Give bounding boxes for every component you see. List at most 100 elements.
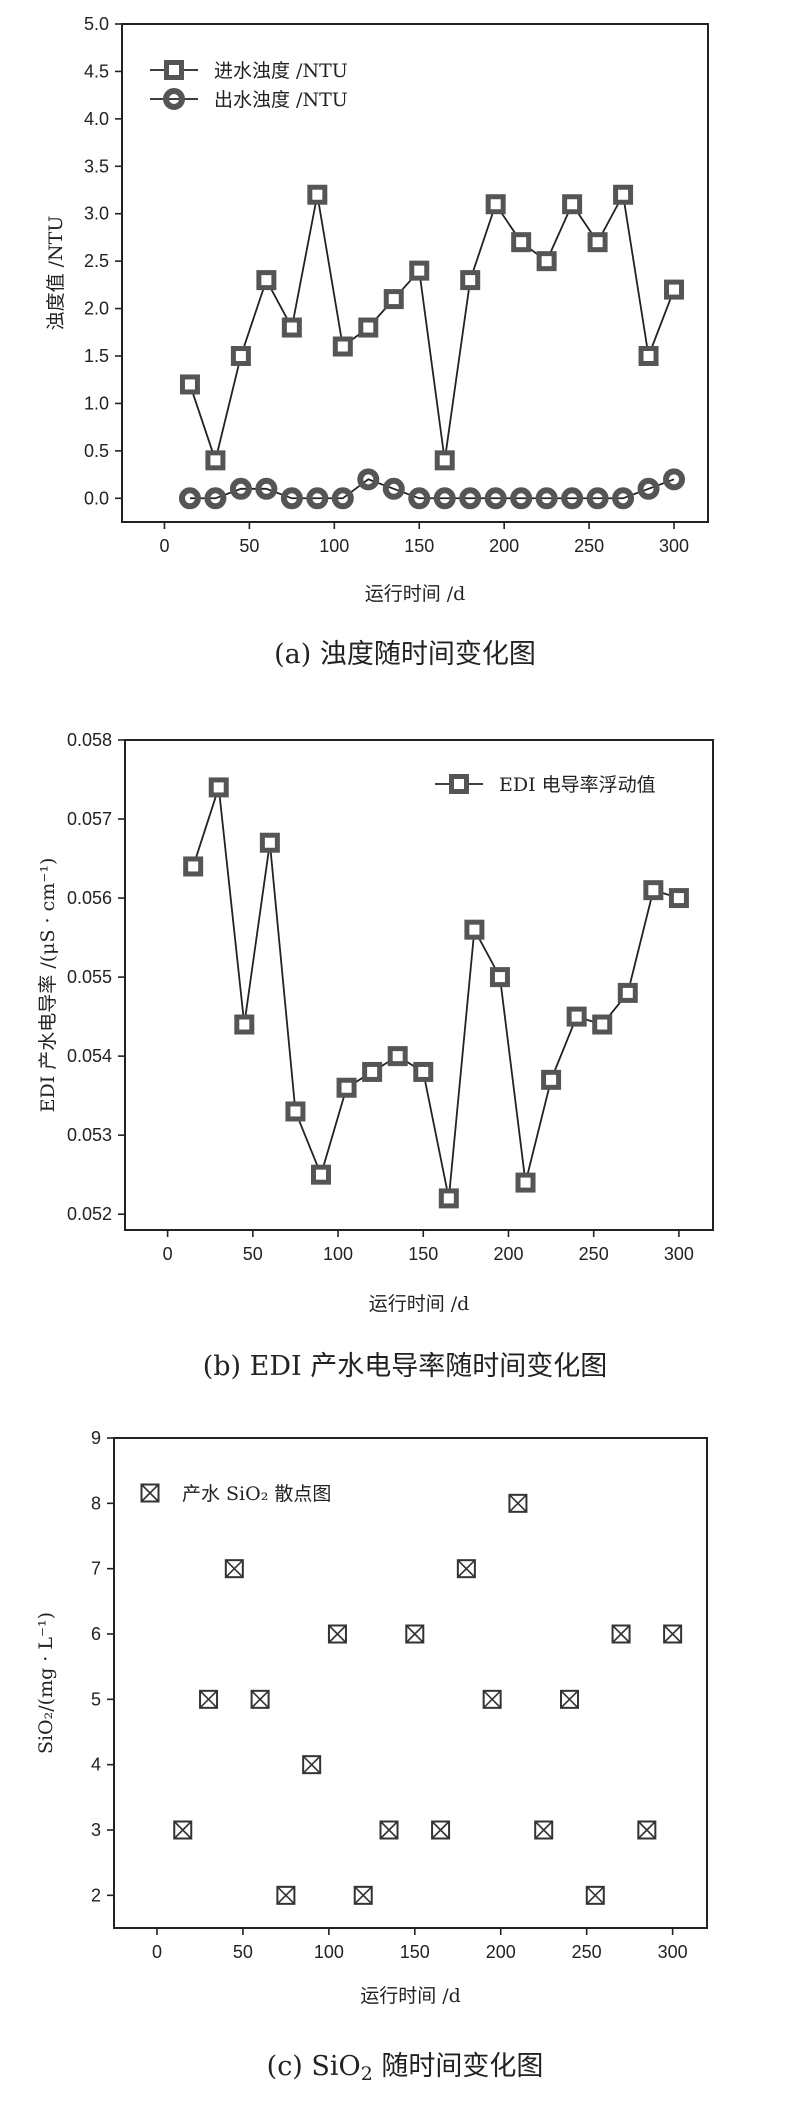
series-0-point-13 [515,1172,536,1193]
series-0-point-11 [464,919,485,940]
x-tick-label-6: 300 [664,1244,694,1264]
series-0-point-10 [438,1188,459,1209]
series-0-point-6 [332,336,353,357]
series-0-point-8 [387,1046,408,1067]
series-0-point-18 [637,1820,657,1840]
series-0-point-10 [431,1820,451,1840]
series-0-point-8 [383,289,404,310]
series-1-point-10 [433,487,456,510]
series-0-point-14 [534,1820,554,1840]
series-1-point-1 [204,487,227,510]
sio2-chart-caption: (c) SiO2 随时间变化图 [266,2051,544,2085]
y-tick-label-6: 8 [91,1493,101,1513]
y-tick-label-0: 0.052 [67,1204,112,1224]
x-axis-label: 运行时间 /d [360,1985,461,2007]
y-tick-label-4: 6 [91,1624,101,1644]
series-0-point-6 [327,1624,347,1644]
series-line-1 [189,478,675,500]
series-1-point-8 [382,477,405,500]
series-0-point-7 [358,317,379,338]
series-1-point-6 [331,487,354,510]
legend-entry-1: 出水浊度 /NTU [150,88,348,111]
x-tick-label-1: 50 [233,1942,253,1962]
y-tick-label-10: 5.0 [84,14,109,34]
series-0-point-1 [199,1689,219,1709]
y-tick-label-4: 0.056 [67,888,112,908]
series-0-point-10 [434,450,455,471]
x-tick-label-4: 200 [489,536,519,556]
y-tick-label-1: 0.053 [67,1125,112,1145]
series-0-point-14 [536,251,557,272]
series-1-point-11 [459,487,482,510]
series-1-point-4 [280,487,303,510]
series-0-point-14 [541,1069,562,1090]
series-0-point-7 [362,1061,383,1082]
series-0-point-19 [668,888,689,909]
y-axis-label: EDI 产水电导率 /(μS · cm⁻¹) [37,858,59,1113]
y-axis-label: 浊度值 /NTU [45,216,67,331]
series-1-point-0 [178,487,201,510]
series-0-point-1 [205,450,226,471]
x-tick-label-3: 150 [408,1244,438,1264]
series-0-point-4 [276,1885,296,1905]
series-0-point-9 [405,1624,425,1644]
series-0-point-13 [508,1493,528,1513]
series-0-point-3 [250,1689,270,1709]
series-1-point-13 [510,487,533,510]
y-tick-label-1: 0.5 [84,441,109,461]
series-0-point-18 [638,346,659,366]
series-0-point-5 [307,184,328,205]
y-tick-label-5: 2.5 [84,251,109,271]
edi-conductivity-chart-caption: (b) EDI 产水电导率随时间变化图 [202,1351,608,1382]
series-0-point-3 [259,832,280,853]
series-0-point-15 [566,1006,587,1027]
x-tick-label-4: 200 [493,1244,523,1264]
series-0-point-15 [562,194,583,215]
x-tick-label-2: 100 [319,536,349,556]
plot-frame [124,739,714,1231]
series-1-point-9 [408,487,431,510]
series-0-point-13 [511,232,532,253]
y-tick-label-0: 0.0 [84,488,109,508]
series-0-point-0 [179,374,200,395]
x-axis-label: 运行时间 /d [369,1293,470,1315]
y-tick-label-1: 3 [91,1820,101,1840]
y-tick-label-8: 4.0 [84,109,109,129]
legend-entry-0: 进水浊度 /NTU [150,60,348,82]
x-tick-label-1: 50 [243,1244,263,1264]
y-tick-label-2: 4 [91,1755,101,1775]
series-0-point-5 [302,1755,322,1775]
x-tick-label-2: 100 [323,1244,353,1264]
series-0-point-11 [460,270,481,291]
series-0-point-19 [664,279,685,300]
y-tick-label-6: 3.0 [84,204,109,224]
x-axis-label: 运行时间 /d [365,583,466,605]
x-tick-label-5: 250 [574,536,604,556]
x-tick-label-0: 0 [152,1942,162,1962]
series-0-point-19 [663,1624,683,1644]
y-tick-label-3: 0.055 [67,967,112,987]
legend-label-0: EDI 电导率浮动值 [499,774,656,796]
series-0-point-2 [234,1014,255,1035]
x-tick-label-4: 200 [486,1942,516,1962]
y-tick-label-4: 2.0 [84,299,109,319]
y-tick-label-2: 1.0 [84,393,109,413]
series-1-point-16 [586,487,609,510]
series-0-point-18 [643,880,664,901]
plot-frame [121,23,709,523]
legend-label-1: 出水浊度 /NTU [214,89,348,111]
y-tick-label-0: 2 [91,1885,101,1905]
legend-0-point-0 [164,60,184,80]
x-tick-label-6: 300 [658,1942,688,1962]
legend-label-0: 产水 SiO₂ 散点图 [182,1483,331,1505]
series-1-point-5 [306,487,329,510]
series-0-point-11 [456,1559,476,1579]
x-tick-label-5: 250 [579,1244,609,1264]
legend-entry-0: EDI 电导率浮动值 [435,774,656,796]
legend-0-point-0 [449,774,469,794]
series-0-point-0 [183,856,204,877]
series-0-point-9 [413,1061,434,1082]
series-0 [183,777,689,1209]
y-tick-label-3: 5 [91,1689,101,1709]
turbidity-chart: 0 50 100 150 200 250 300 0.0 0.5 1.0 1.5 2.0 2.5 3.0 3… [45,14,709,605]
